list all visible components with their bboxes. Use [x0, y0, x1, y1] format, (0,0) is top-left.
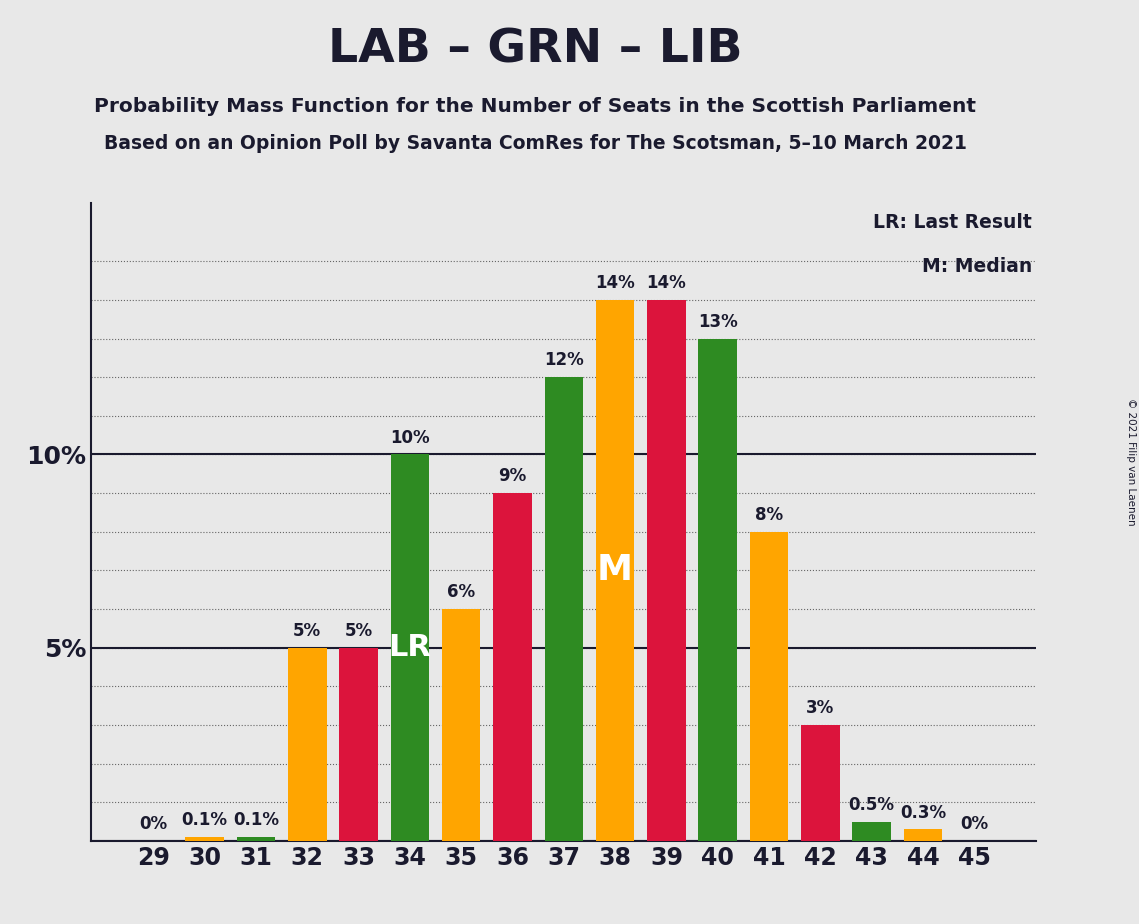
Text: 6%: 6%: [448, 583, 475, 602]
Text: 0.3%: 0.3%: [900, 804, 947, 821]
Bar: [186, 837, 224, 841]
Text: 9%: 9%: [499, 468, 526, 485]
Text: M: Median: M: Median: [921, 258, 1032, 276]
Text: 5%: 5%: [344, 622, 372, 640]
Text: 3%: 3%: [806, 699, 835, 717]
Bar: [493, 493, 532, 841]
Text: 5%: 5%: [293, 622, 321, 640]
Text: 10%: 10%: [390, 429, 429, 446]
Text: © 2021 Filip van Laenen: © 2021 Filip van Laenen: [1125, 398, 1136, 526]
Text: LR: LR: [388, 633, 432, 663]
Bar: [596, 300, 634, 841]
Text: LR: Last Result: LR: Last Result: [872, 213, 1032, 232]
Bar: [237, 837, 276, 841]
Bar: [698, 338, 737, 841]
Bar: [903, 829, 942, 841]
Text: LAB – GRN – LIB: LAB – GRN – LIB: [328, 28, 743, 73]
Bar: [852, 821, 891, 841]
Bar: [442, 609, 481, 841]
Text: 0%: 0%: [139, 815, 167, 833]
Text: M: M: [597, 553, 633, 588]
Bar: [647, 300, 686, 841]
Text: 0.1%: 0.1%: [181, 811, 228, 829]
Text: 14%: 14%: [596, 274, 634, 292]
Bar: [544, 377, 583, 841]
Text: 12%: 12%: [544, 351, 583, 370]
Bar: [801, 725, 839, 841]
Text: 13%: 13%: [698, 313, 738, 331]
Bar: [339, 648, 378, 841]
Text: 8%: 8%: [755, 506, 784, 524]
Text: 14%: 14%: [647, 274, 687, 292]
Text: 0%: 0%: [960, 815, 989, 833]
Text: Probability Mass Function for the Number of Seats in the Scottish Parliament: Probability Mass Function for the Number…: [95, 97, 976, 116]
Bar: [391, 455, 429, 841]
Text: Based on an Opinion Poll by Savanta ComRes for The Scotsman, 5–10 March 2021: Based on an Opinion Poll by Savanta ComR…: [104, 134, 967, 153]
Text: 0.1%: 0.1%: [233, 811, 279, 829]
Bar: [749, 531, 788, 841]
Bar: [288, 648, 327, 841]
Text: 0.5%: 0.5%: [849, 796, 894, 814]
